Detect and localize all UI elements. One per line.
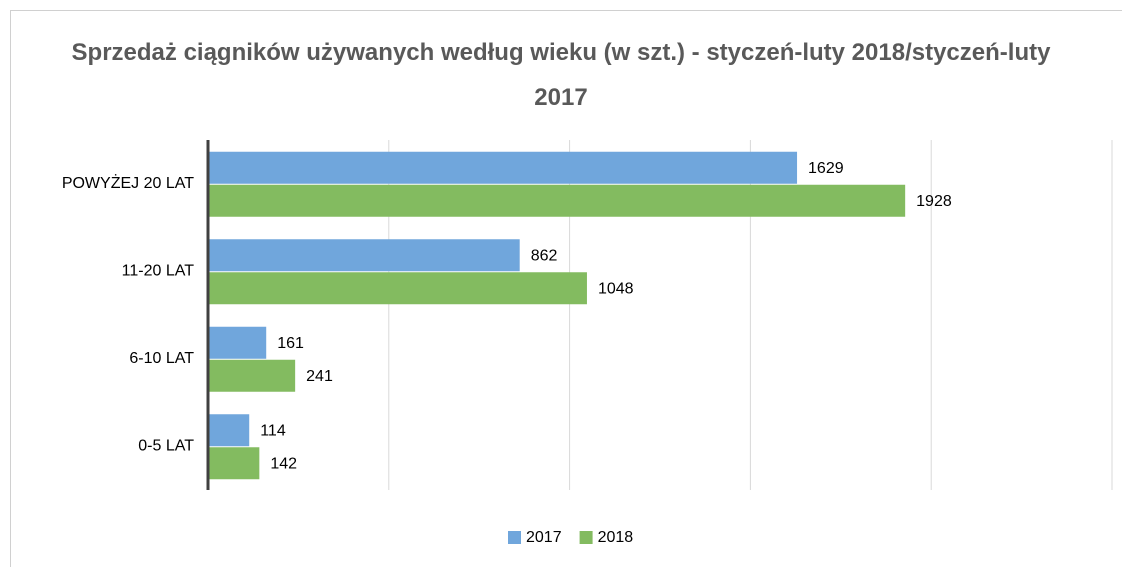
y-tick-label: 0-5 LAT	[138, 437, 194, 454]
bar	[208, 272, 587, 305]
legend-swatch	[579, 531, 593, 544]
value-label: 142	[270, 455, 297, 472]
bar	[208, 359, 296, 392]
bar	[208, 184, 906, 217]
y-tick-label: 11-20 LAT	[122, 262, 195, 279]
chart-border	[10, 10, 1122, 567]
bar	[208, 326, 267, 359]
legend-label: 2018	[598, 529, 634, 546]
y-tick-label: 6-10 LAT	[129, 350, 194, 367]
value-label: 1048	[598, 280, 634, 297]
legend-swatch	[508, 531, 521, 544]
y-tick-label: POWYŻEJ 20 LAT	[62, 173, 194, 192]
value-label: 1629	[808, 160, 844, 177]
value-label: 241	[306, 368, 333, 385]
bar	[208, 239, 520, 272]
bar	[208, 447, 260, 480]
chart-title: Sprzedaż ciągników używanych według wiek…	[71, 39, 1051, 111]
value-label: 161	[277, 335, 304, 352]
legend-label: 2017	[526, 529, 562, 546]
bar	[208, 151, 798, 184]
value-label: 862	[531, 247, 558, 264]
value-label: 1928	[916, 193, 952, 210]
value-label: 114	[260, 422, 286, 439]
bar	[208, 414, 250, 447]
